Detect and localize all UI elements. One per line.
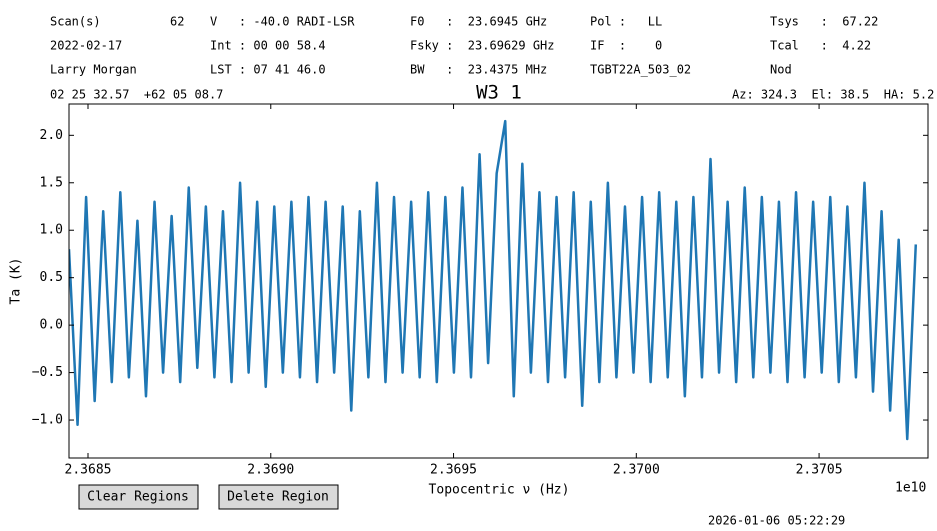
x-tick-label: 2.3705: [796, 463, 843, 478]
header-field: Fsky : 23.69629 GHz: [410, 39, 555, 53]
x-tick-label: 2.3695: [430, 463, 477, 478]
header-field: Tsys : 67.22: [770, 15, 878, 29]
header-field: Pol : LL: [590, 15, 662, 29]
header-field: Scan(s): [50, 15, 101, 29]
timestamp: 2026-01-06 05:22:29: [708, 514, 845, 528]
y-tick-label: 1.0: [40, 223, 63, 238]
header-field: TGBT22A_503_02: [590, 63, 691, 77]
y-tick-label: −1.0: [32, 413, 63, 428]
header-field: BW : 23.4375 MHz: [410, 63, 547, 77]
header-field: V : -40.0 RADI-LSR: [210, 15, 355, 29]
x-tick-label: 2.3700: [613, 463, 660, 478]
x-axis-label: Topocentric ν (Hz): [429, 483, 570, 498]
x-tick-label: 2.3690: [247, 463, 294, 478]
y-tick-label: 0.0: [40, 318, 63, 333]
y-tick-label: −0.5: [32, 365, 63, 380]
y-axis-label: Ta (K): [9, 258, 24, 305]
header-field: Az: 324.3 El: 38.5 HA: 5.2: [732, 88, 934, 102]
button-label[interactable]: Delete Region: [227, 490, 329, 505]
header-field: Tcal : 4.22: [770, 39, 871, 53]
x-offset-label: 1e10: [895, 481, 926, 496]
button[interactable]: [218, 484, 339, 510]
header-field: 2022-02-17: [50, 39, 122, 53]
header-field: F0 : 23.6945 GHz: [410, 15, 547, 29]
header-field: Larry Morgan: [50, 63, 137, 77]
y-tick-label: 0.5: [40, 270, 63, 285]
button-label[interactable]: Clear Regions: [87, 490, 189, 505]
header-field: IF : 0: [590, 39, 662, 53]
y-tick-label: 2.0: [40, 128, 63, 143]
button[interactable]: [78, 484, 199, 510]
chart-title: W3 1: [476, 82, 522, 104]
y-tick-label: 1.5: [40, 175, 63, 190]
header-field: Nod: [770, 63, 792, 77]
header-field: 62: [170, 15, 184, 29]
plot-frame: [68, 103, 929, 459]
spectrum-line: [69, 119, 918, 441]
header-field: LST : 07 41 46.0: [210, 63, 326, 77]
header-field: Int : 00 00 58.4: [210, 39, 326, 53]
x-tick-label: 2.3685: [65, 463, 112, 478]
header-field: 02 25 32.57 +62 05 08.7: [50, 88, 223, 102]
